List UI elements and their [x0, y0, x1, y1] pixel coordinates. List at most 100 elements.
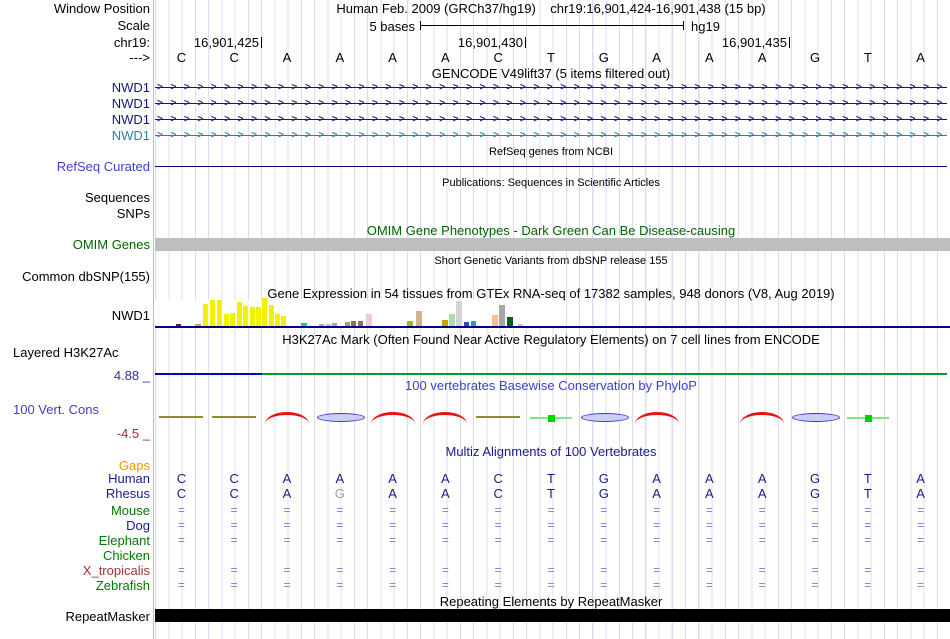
gtex-tissue-bar[interactable]	[492, 315, 498, 326]
gtex-tissue-bar[interactable]	[176, 324, 181, 326]
gtex-tissue-bar[interactable]	[224, 314, 229, 326]
multiz-alignment-cell: =	[811, 578, 819, 592]
gtex-tissue-bar[interactable]	[256, 307, 261, 326]
gencode-gene-item[interactable]: >>>>>>>>>>>>>>>>>>>>>>>>>>>>>>>>>>>>>>>>…	[155, 80, 947, 95]
gencode-gene-item[interactable]: >>>>>>>>>>>>>>>>>>>>>>>>>>>>>>>>>>>>>>>>…	[155, 96, 947, 111]
gtex-tissue-bar[interactable]	[332, 323, 337, 326]
gtex-tissue-bar[interactable]	[203, 304, 208, 326]
multiz-alignment-cell: =	[705, 563, 713, 577]
gtex-gene-label[interactable]: NWD1	[111, 308, 150, 323]
multiz-alignment-cell: =	[389, 503, 397, 517]
gtex-tissue-bar[interactable]	[456, 301, 462, 326]
gtex-tissue-bar[interactable]	[301, 323, 307, 326]
multiz-alignment-cell: C	[229, 486, 239, 501]
layered-h3k27ac-label[interactable]: Layered H3K27Ac	[13, 345, 119, 360]
repeatmasker-label[interactable]: RepeatMasker	[65, 609, 150, 624]
multiz-alignment-cell: =	[336, 503, 344, 517]
gtex-tissue-bar[interactable]	[269, 305, 274, 326]
ruler-tick	[789, 37, 790, 48]
phylop-track-label[interactable]: 100 Vert. Cons	[13, 402, 99, 417]
gtex-tissue-bar[interactable]	[217, 300, 222, 326]
gtex-tissue-bar[interactable]	[275, 314, 280, 326]
gtex-tissue-bar[interactable]	[449, 314, 455, 326]
gtex-tissue-bar[interactable]	[518, 324, 523, 326]
gtex-tissue-bar[interactable]	[442, 320, 448, 326]
phylop-green-marker	[864, 415, 872, 422]
multiz-alignment-cell: =	[441, 503, 449, 517]
gtex-tissue-bar[interactable]	[195, 324, 201, 326]
omim-genes-bar[interactable]	[155, 238, 950, 251]
gtex-tissue-bar[interactable]	[464, 322, 469, 326]
multiz-species-label[interactable]: Mouse	[110, 503, 150, 518]
gencode-gene-item[interactable]: >>>>>>>>>>>>>>>>>>>>>>>>>>>>>>>>>>>>>>>>…	[155, 112, 947, 127]
refseq-curated-label[interactable]: RefSeq Curated	[56, 159, 150, 174]
ruler-coordinate: 16,901,430	[457, 35, 523, 50]
gtex-tissue-bar[interactable]	[407, 321, 413, 326]
gtex-tissue-bar[interactable]	[243, 306, 248, 326]
gtex-tissue-bar[interactable]	[281, 316, 286, 326]
gtex-tissue-bar[interactable]	[345, 322, 350, 326]
multiz-alignment-cell: =	[283, 563, 291, 577]
gencode-gene-label[interactable]: NWD1	[111, 112, 150, 127]
gtex-tissue-bar[interactable]	[262, 298, 267, 326]
gencode-gene-label[interactable]: NWD1	[111, 96, 150, 111]
multiz-alignment-cell: =	[600, 578, 608, 592]
gtex-tissue-bar[interactable]	[366, 314, 372, 326]
gtex-tissue-bar[interactable]	[250, 307, 255, 326]
multiz-species-label[interactable]: Elephant	[98, 533, 150, 548]
common-dbsnp-label[interactable]: Common dbSNP(155)	[22, 269, 150, 284]
multiz-alignment-cell: =	[389, 563, 397, 577]
multiz-alignment-cell: =	[705, 533, 713, 547]
reference-base: C	[493, 50, 503, 65]
phylop-track-title: 100 vertebrates Basewise Conservation by…	[405, 378, 697, 393]
multiz-species-label[interactable]: Dog	[126, 518, 150, 533]
reference-base: G	[809, 50, 821, 65]
multiz-species-label[interactable]: Gaps	[118, 458, 150, 473]
refseq-curated-item[interactable]	[155, 166, 947, 167]
multiz-species-label[interactable]: Human	[108, 471, 150, 486]
gtex-tissue-bar[interactable]	[471, 321, 476, 326]
multiz-alignment-cell: =	[177, 533, 185, 547]
multiz-alignment-cell: A	[652, 471, 661, 486]
multiz-alignment-cell: =	[600, 518, 608, 532]
ruler-tick	[261, 37, 262, 48]
gencode-gene-label[interactable]: NWD1	[111, 128, 150, 143]
gtex-tissue-bar[interactable]	[319, 324, 324, 326]
sequences-label[interactable]: Sequences	[84, 190, 150, 205]
omim-genes-label[interactable]: OMIM Genes	[72, 237, 150, 252]
multiz-alignment-cell: =	[864, 578, 872, 592]
h3k27ac-cellline-signal[interactable]	[155, 373, 262, 375]
gtex-tissue-bar[interactable]	[416, 311, 422, 326]
multiz-alignment-cell: =	[917, 503, 925, 517]
h3k27ac-cellline-signal[interactable]	[262, 373, 947, 375]
reference-base: G	[598, 50, 609, 65]
gtex-tissue-bar[interactable]	[210, 300, 215, 326]
gtex-tissue-bar[interactable]	[230, 313, 235, 326]
gtex-tissue-bar[interactable]	[507, 317, 513, 326]
multiz-species-label[interactable]: Zebrafish	[95, 578, 150, 593]
multiz-alignment-cell: C	[176, 486, 187, 501]
gtex-baseline	[155, 326, 950, 328]
multiz-species-label[interactable]: Rhesus	[105, 486, 150, 501]
gtex-tissue-bar[interactable]	[326, 324, 331, 326]
multiz-species-label[interactable]: Chicken	[103, 548, 150, 563]
gtex-tissue-bar[interactable]	[358, 321, 363, 326]
snps-label[interactable]: SNPs	[116, 206, 150, 221]
gene-line	[155, 119, 947, 120]
gtex-tissue-bar[interactable]	[499, 305, 505, 326]
track-left-border	[153, 0, 154, 639]
multiz-alignment-cell: =	[653, 533, 661, 547]
gencode-gene-item[interactable]: >>>>>>>>>>>>>>>>>>>>>>>>>>>>>>>>>>>>>>>>…	[155, 128, 947, 143]
omim-track-title: OMIM Gene Phenotypes - Dark Green Can Be…	[366, 223, 736, 238]
multiz-alignment-cell: C	[493, 471, 503, 486]
multiz-species-label[interactable]: X_tropicalis	[82, 563, 150, 578]
multiz-alignment-cell: =	[283, 578, 291, 592]
gencode-gene-label[interactable]: NWD1	[111, 80, 150, 95]
phylop-max-value: 4.88 _	[113, 368, 150, 383]
multiz-alignment-cell: =	[547, 578, 555, 592]
repeatmasker-bar[interactable]	[155, 609, 950, 622]
multiz-alignment-cell: =	[917, 563, 925, 577]
strand-label: --->	[129, 50, 150, 65]
gtex-tissue-bar[interactable]	[237, 302, 242, 326]
gtex-tissue-bar[interactable]	[351, 321, 356, 326]
